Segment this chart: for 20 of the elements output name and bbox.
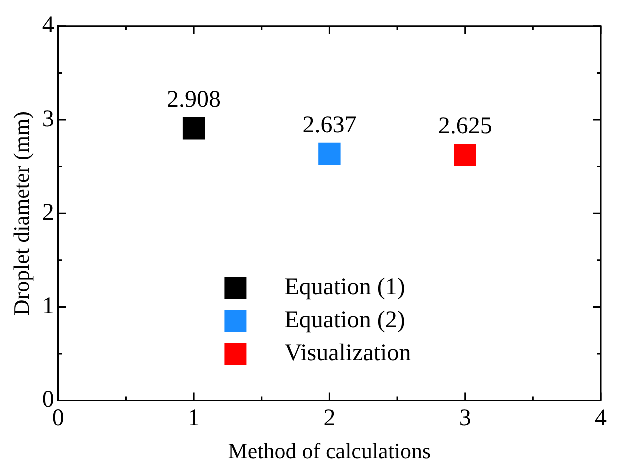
y-tick-label: 3: [42, 106, 54, 132]
x-tick-label: 3: [459, 405, 472, 432]
x-tick-label: 4: [595, 405, 607, 432]
y-axis-title: Droplet diameter (mm): [8, 112, 34, 316]
x-tick-label: 1: [188, 405, 200, 432]
x-tick-label: 2: [324, 405, 336, 432]
data-label: 2.637: [302, 112, 357, 138]
y-tick-label: 1: [42, 293, 54, 320]
legend-label: Equation (2): [284, 308, 406, 334]
data-label: 2.908: [167, 86, 222, 113]
x-axis-title: Method of calculations: [228, 438, 432, 464]
point: [318, 142, 341, 166]
legend-label: Equation (1): [284, 274, 406, 301]
y-tick-label: 2: [42, 200, 54, 226]
legend-label: Visualization: [284, 340, 412, 367]
y-tick-label: 4: [42, 12, 54, 39]
point: [454, 144, 476, 166]
data-label: 2.625: [438, 113, 492, 140]
point: [182, 118, 206, 140]
y-tick-label: 0: [42, 387, 54, 414]
